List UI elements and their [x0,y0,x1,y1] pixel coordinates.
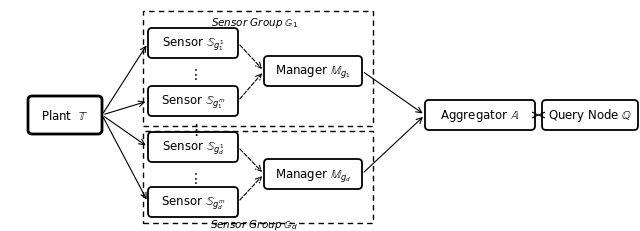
Text: Query Node $\mathbb{Q}$: Query Node $\mathbb{Q}$ [548,107,632,124]
FancyBboxPatch shape [148,29,238,59]
FancyBboxPatch shape [264,57,362,87]
FancyBboxPatch shape [148,132,238,162]
FancyBboxPatch shape [542,100,638,131]
Text: Plant  $\mathbb{T}$: Plant $\mathbb{T}$ [42,109,88,122]
Text: $\vdots$: $\vdots$ [188,170,198,185]
Text: Sensor $\mathbb{S}_{g_1^1}$: Sensor $\mathbb{S}_{g_1^1}$ [162,35,224,52]
Text: Manager $\mathbb{M}_{g_1}$: Manager $\mathbb{M}_{g_1}$ [275,63,351,80]
FancyBboxPatch shape [148,187,238,217]
Text: Aggregator $\mathbb{A}$: Aggregator $\mathbb{A}$ [440,108,520,123]
FancyBboxPatch shape [148,87,238,116]
FancyBboxPatch shape [425,100,535,131]
Text: $\vdots$: $\vdots$ [188,122,198,137]
FancyBboxPatch shape [264,159,362,189]
Bar [143,131,373,223]
Text: Sensor Group $\mathbb{G}_1$: Sensor Group $\mathbb{G}_1$ [211,16,298,30]
Text: Sensor Group $\mathbb{G}_d$: Sensor Group $\mathbb{G}_d$ [210,217,298,231]
Text: Sensor $\mathbb{S}_{g_d^1}$: Sensor $\mathbb{S}_{g_d^1}$ [162,139,224,156]
Text: Manager $\mathbb{M}_{g_d}$: Manager $\mathbb{M}_{g_d}$ [275,166,351,183]
Text: Sensor $\mathbb{S}_{g_d^m}$: Sensor $\mathbb{S}_{g_d^m}$ [161,193,225,211]
Text: $\vdots$: $\vdots$ [188,66,198,81]
Bar [143,12,373,126]
FancyBboxPatch shape [28,97,102,134]
Text: Sensor $\mathbb{S}_{g_1^m}$: Sensor $\mathbb{S}_{g_1^m}$ [161,93,225,110]
